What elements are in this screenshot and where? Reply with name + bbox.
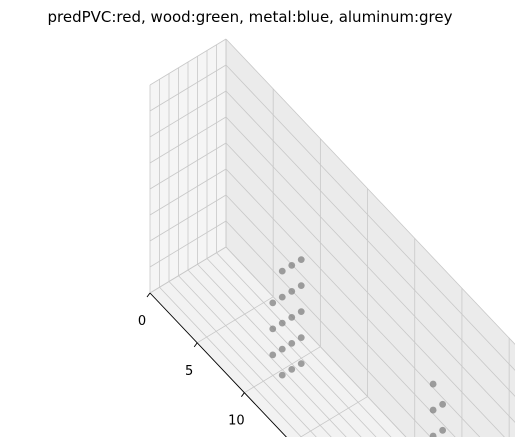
data-points bbox=[269, 256, 447, 437]
grid-line bbox=[149, 116, 227, 164]
grid-line bbox=[149, 64, 227, 112]
grid-line bbox=[159, 286, 302, 437]
grid-line bbox=[149, 246, 227, 294]
data-point bbox=[288, 287, 296, 295]
data-point bbox=[429, 380, 437, 388]
data-point bbox=[288, 339, 296, 347]
grid-line bbox=[168, 281, 317, 437]
data-point bbox=[439, 426, 447, 434]
data-point bbox=[278, 293, 286, 301]
data-point bbox=[278, 319, 286, 327]
data-point bbox=[278, 371, 286, 379]
data-point bbox=[439, 400, 447, 408]
x-tick-label: 10 bbox=[228, 414, 245, 429]
grid-line bbox=[149, 194, 227, 242]
grid-line bbox=[197, 263, 362, 437]
data-point bbox=[429, 432, 437, 437]
x-tick bbox=[193, 342, 198, 348]
x-tick-label: 5 bbox=[185, 364, 193, 379]
data-point bbox=[278, 267, 286, 275]
axis-panes bbox=[150, 39, 515, 437]
grid-line bbox=[206, 258, 377, 437]
data-point bbox=[288, 261, 296, 269]
grid-line bbox=[225, 194, 456, 437]
grid-line bbox=[225, 116, 515, 423]
grid-line bbox=[149, 90, 227, 138]
data-point bbox=[297, 360, 305, 368]
grid-line bbox=[225, 220, 432, 437]
back-pane bbox=[226, 39, 515, 437]
data-point bbox=[288, 365, 296, 373]
x-axis-line bbox=[149, 292, 287, 437]
x-tick bbox=[146, 292, 151, 298]
floor-pane bbox=[150, 247, 406, 437]
grid-line bbox=[178, 275, 332, 437]
grid-line bbox=[216, 252, 392, 437]
chart-title: predPVC:red, wood:green, metal:blue, alu… bbox=[47, 8, 453, 26]
data-point bbox=[278, 345, 286, 353]
grid-line bbox=[149, 220, 227, 268]
data-point bbox=[297, 256, 305, 264]
grid-line bbox=[149, 38, 227, 86]
data-point bbox=[297, 282, 305, 290]
grid-line bbox=[225, 142, 505, 437]
grid-lines bbox=[149, 38, 515, 437]
tick-labels: 05101520253002468101214160246810121416 bbox=[138, 314, 245, 429]
x-tick bbox=[241, 392, 245, 397]
data-point bbox=[297, 334, 305, 342]
grid-line bbox=[225, 64, 515, 371]
data-point bbox=[269, 299, 277, 307]
grid-line bbox=[225, 38, 515, 345]
data-point bbox=[297, 308, 305, 316]
data-point bbox=[269, 351, 277, 359]
grid-line bbox=[225, 90, 515, 397]
grid-line bbox=[187, 269, 347, 437]
axis-lines bbox=[146, 292, 287, 437]
grid-line bbox=[149, 168, 227, 216]
data-point bbox=[288, 313, 296, 321]
data-point bbox=[269, 325, 277, 333]
data-point bbox=[429, 406, 437, 414]
grid-line bbox=[225, 246, 407, 437]
x-tick-label: 0 bbox=[138, 314, 146, 329]
grid-line bbox=[225, 168, 481, 437]
grid-line bbox=[149, 142, 227, 190]
